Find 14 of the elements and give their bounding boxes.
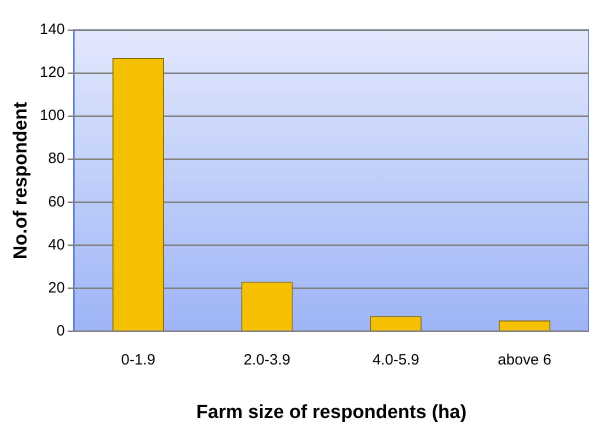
y-tick-label: 0: [56, 322, 65, 340]
x-tick-label: 4.0-5.9: [372, 351, 420, 368]
y-axis-title: No.of respondent: [10, 101, 32, 260]
x-tick-label: 2.0-3.9: [244, 351, 290, 368]
y-tick-label: 140: [40, 21, 65, 38]
y-tick-label: 20: [48, 279, 65, 296]
x-tick-label: 0-1.9: [121, 351, 156, 368]
x-tick-label: above 6: [498, 351, 552, 368]
y-tick-label: 40: [48, 236, 65, 254]
y-tick-label: 100: [40, 107, 65, 124]
y-tick-label: 80: [48, 150, 65, 168]
x-axis-title: Farm size of respondents (ha): [196, 402, 467, 423]
y-tick-label: 120: [40, 64, 65, 82]
y-tick-label: 60: [48, 193, 65, 210]
